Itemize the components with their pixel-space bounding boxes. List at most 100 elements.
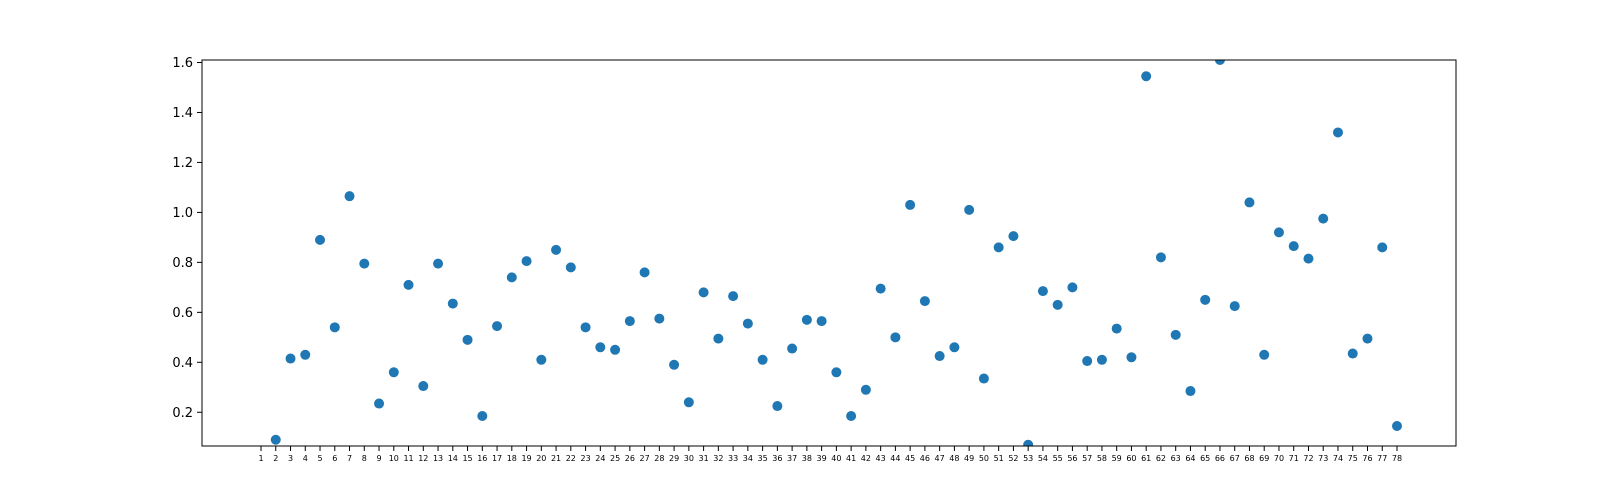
data-point-23 [580, 322, 591, 333]
x-tick-label: 76 [1362, 454, 1372, 463]
x-tick-label: 71 [1289, 454, 1299, 463]
data-point-5 [315, 234, 326, 245]
x-tick-label: 21 [551, 454, 561, 463]
x-tick-label: 51 [994, 454, 1004, 463]
data-point-67 [1229, 301, 1240, 312]
data-point-63 [1170, 329, 1181, 340]
data-point-9 [374, 398, 385, 409]
data-point-15 [462, 334, 473, 345]
data-point-39 [816, 316, 827, 327]
x-tick-label: 48 [949, 454, 959, 463]
x-tick-label: 35 [758, 454, 768, 463]
x-tick-label: 52 [1008, 454, 1018, 463]
data-point-4 [300, 349, 311, 360]
data-point-73 [1318, 213, 1329, 224]
data-point-40 [831, 367, 842, 378]
x-tick-label: 13 [433, 454, 443, 463]
x-tick-label: 57 [1082, 454, 1092, 463]
data-point-19 [521, 256, 532, 267]
x-tick-label: 9 [376, 454, 381, 463]
y-axis: 0.2 0.4 0.6 0.8 1.0 1.2 1.4 1.6 [172, 56, 202, 421]
data-point-65 [1200, 294, 1211, 305]
data-point-8 [359, 258, 370, 269]
x-tick-label: 74 [1333, 454, 1343, 463]
data-point-76 [1362, 333, 1373, 344]
x-tick-label: 62 [1156, 454, 1166, 463]
x-tick-label: 55 [1053, 454, 1063, 463]
x-tick-label: 58 [1097, 454, 1107, 463]
x-tick-label: 30 [684, 454, 694, 463]
x-tick-label: 32 [713, 454, 723, 463]
x-tick-label: 33 [728, 454, 738, 463]
data-point-36 [772, 401, 783, 412]
data-point-34 [742, 318, 753, 329]
x-tick-label: 12 [418, 454, 428, 463]
x-tick-label: 44 [890, 454, 900, 463]
data-point-30 [683, 397, 694, 408]
x-tick-label: 40 [831, 454, 841, 463]
data-point-53 [1023, 439, 1034, 446]
data-point-35 [757, 354, 768, 365]
x-tick-label: 25 [610, 454, 620, 463]
data-point-45 [905, 199, 916, 210]
y-tick-label: 1.6 [172, 56, 193, 71]
x-tick-label: 73 [1318, 454, 1328, 463]
x-tick-label: 59 [1112, 454, 1122, 463]
data-point-25 [610, 344, 621, 355]
data-point-78 [1391, 421, 1402, 432]
data-point-47 [934, 351, 945, 362]
x-tick-label: 37 [787, 454, 797, 463]
x-axis: 1 2 3 4 5 6 7 8 9 10 11 12 13 14 15 16 17 18 19 20 21 22 23 24 2… [258, 446, 1402, 463]
x-tick-label: 28 [654, 454, 664, 463]
x-tick-label: 16 [477, 454, 487, 463]
y-tick-label: 1.2 [172, 156, 193, 171]
y-tick-label: 1.0 [172, 206, 193, 221]
x-tick-label: 38 [802, 454, 812, 463]
data-point-10 [388, 367, 399, 378]
x-tick-label: 78 [1392, 454, 1402, 463]
data-point-21 [551, 244, 562, 255]
data-point-12 [418, 381, 429, 392]
x-tick-label: 3 [288, 454, 293, 463]
x-tick-label: 60 [1126, 454, 1136, 463]
x-tick-label: 8 [362, 454, 367, 463]
x-tick-label: 56 [1067, 454, 1077, 463]
data-point-28 [654, 313, 665, 324]
x-tick-label: 72 [1303, 454, 1313, 463]
data-point-38 [801, 314, 812, 325]
data-point-24 [595, 342, 606, 353]
data-point-77 [1377, 242, 1388, 253]
x-tick-label: 42 [861, 454, 871, 463]
x-tick-label: 67 [1230, 454, 1240, 463]
plot-area-frame [201, 59, 1457, 447]
data-point-7 [344, 191, 355, 202]
x-tick-label: 70 [1274, 454, 1284, 463]
x-tick-label: 4 [303, 454, 308, 463]
data-point-32 [713, 333, 724, 344]
data-point-17 [492, 321, 503, 332]
data-point-11 [403, 279, 414, 290]
data-point-27 [639, 267, 650, 278]
data-point-41 [846, 411, 857, 422]
y-tick-label: 0.4 [172, 356, 193, 371]
x-tick-label: 6 [332, 454, 337, 463]
x-tick-label: 10 [389, 454, 399, 463]
x-tick-label: 5 [317, 454, 322, 463]
x-tick-label: 47 [935, 454, 945, 463]
x-tick-label: 64 [1185, 454, 1195, 463]
y-tick-label: 0.6 [172, 306, 193, 321]
y-tick-label: 0.8 [172, 256, 193, 271]
x-tick-label: 36 [772, 454, 782, 463]
x-tick-label: 24 [595, 454, 605, 463]
data-point-72 [1303, 253, 1314, 264]
x-tick-label: 2 [273, 454, 278, 463]
x-tick-label: 39 [817, 454, 827, 463]
x-tick-label: 27 [639, 454, 649, 463]
x-tick-label: 41 [846, 454, 856, 463]
data-point-37 [787, 343, 798, 354]
data-point-71 [1288, 241, 1299, 252]
data-point-26 [624, 316, 635, 327]
x-tick-label: 34 [743, 454, 753, 463]
data-point-48 [949, 342, 960, 353]
